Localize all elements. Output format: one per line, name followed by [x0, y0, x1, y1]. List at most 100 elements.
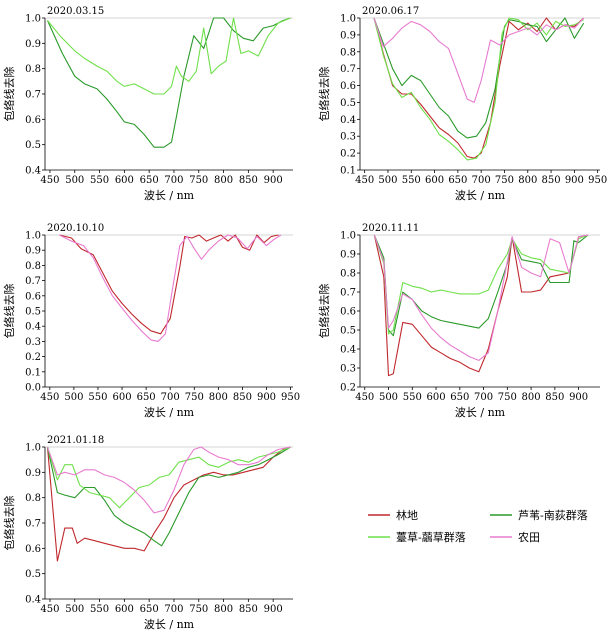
- x-tick-label: 700: [161, 392, 180, 403]
- x-tick-label: 750: [185, 392, 204, 403]
- y-tick-label: 0.9: [25, 468, 41, 479]
- x-tick-label: 750: [498, 392, 517, 403]
- x-tick-label: 500: [379, 392, 398, 403]
- x-tick-label: 450: [355, 175, 374, 186]
- y-tick-label: 0.4: [25, 595, 41, 606]
- x-axis-title: 波长 / nm: [144, 189, 195, 202]
- y-tick-label: 0.2: [340, 149, 356, 160]
- x-tick-label: 800: [522, 392, 541, 403]
- chart-panel-2: 450 500 550 600 650 700 750 800 850 900 950 0.1 0.2 0…: [317, 6, 607, 202]
- x-axis-title: 波长 / nm: [144, 618, 195, 631]
- series-line-sedge: [373, 17, 584, 161]
- x-tick-label: 650: [140, 604, 159, 615]
- series-line-sedge: [47, 17, 291, 95]
- y-tick-label: 0.4: [25, 166, 41, 177]
- x-tick-label: 900: [264, 604, 283, 615]
- y-tick-label: 0.7: [25, 276, 41, 287]
- y-tick-label: 0.5: [25, 307, 41, 318]
- y-tick-label: 0.2: [25, 352, 41, 363]
- x-tick-label: 500: [64, 392, 83, 403]
- x-tick-label: 850: [239, 175, 258, 186]
- x-axis-title: 波长 / nm: [455, 406, 506, 419]
- y-tick-label: 0.8: [25, 64, 41, 75]
- y-tick-label: 0.6: [340, 81, 356, 92]
- y-tick-label: 0.5: [25, 569, 41, 580]
- y-tick-label: 0.7: [340, 288, 356, 299]
- x-tick-label: 750: [189, 175, 208, 186]
- x-tick-label: 650: [140, 175, 159, 186]
- y-tick-label: 0.3: [340, 364, 356, 375]
- y-tick-label: 1.0: [25, 14, 41, 25]
- y-tick-label: 0.7: [340, 64, 356, 75]
- y-tick-label: 0.5: [340, 98, 356, 109]
- x-tick-label: 450: [40, 392, 59, 403]
- x-tick-label: 800: [214, 604, 233, 615]
- y-tick-label: 1.0: [25, 443, 41, 454]
- x-tick-label: 600: [115, 604, 134, 615]
- x-tick-label: 450: [40, 175, 59, 186]
- y-tick-label: 0.8: [340, 47, 356, 58]
- y-tick-label: 1.0: [340, 231, 356, 242]
- y-axis-title: 包络线去除: [317, 67, 331, 122]
- x-tick-label: 750: [189, 604, 208, 615]
- y-tick-label: 1.0: [25, 231, 41, 242]
- x-axis-title: 波长 / nm: [144, 406, 195, 419]
- chart-panel-5: 450 500 550 600 650 700 750 800 850 900 0.4 0.5 0.6 0…: [2, 435, 293, 631]
- y-tick-label: 0.8: [25, 261, 41, 272]
- x-tick-label: 500: [378, 175, 397, 186]
- legend-label-sedge: 薹草-虉草群落: [396, 530, 466, 544]
- x-tick-label: 600: [425, 175, 444, 186]
- chart-panel-4: 450 500 550 600 650 700 750 800 850 900 0.2 0.3 0.4 0…: [317, 223, 600, 419]
- x-tick-label: 650: [450, 392, 469, 403]
- y-tick-label: 0.6: [25, 115, 41, 126]
- series-line-reed: [46, 446, 291, 547]
- x-tick-label: 550: [88, 392, 107, 403]
- x-tick-label: 900: [257, 392, 276, 403]
- y-tick-label: 0.6: [25, 544, 41, 555]
- y-tick-label: 0.9: [25, 246, 41, 257]
- x-tick-label: 600: [426, 392, 445, 403]
- x-tick-label: 950: [588, 175, 607, 186]
- series-line-forest: [373, 234, 589, 377]
- x-tick-label: 550: [90, 175, 109, 186]
- x-axis-title: 波长 / nm: [455, 189, 506, 202]
- x-tick-label: 600: [113, 392, 132, 403]
- y-tick-label: 0.2: [340, 383, 356, 394]
- x-tick-label: 550: [403, 392, 422, 403]
- x-tick-label: 700: [164, 604, 183, 615]
- series-line-reed: [373, 234, 589, 337]
- y-tick-label: 0.8: [340, 269, 356, 280]
- y-tick-label: 0.0: [25, 383, 41, 394]
- x-tick-label: 700: [472, 175, 491, 186]
- y-tick-label: 0.1: [340, 166, 356, 177]
- y-tick-label: 0.9: [340, 30, 356, 41]
- chart-panel-1: 450 500 550 600 650 700 750 800 850 900 0.4 0.5 0.6 0…: [2, 6, 293, 202]
- x-tick-label: 800: [518, 175, 537, 186]
- x-tick-label: 900: [264, 175, 283, 186]
- x-tick-label: 700: [164, 175, 183, 186]
- y-tick-label: 0.6: [340, 307, 356, 318]
- x-tick-label: 900: [565, 175, 584, 186]
- x-tick-label: 600: [115, 175, 134, 186]
- y-tick-label: 0.4: [340, 115, 356, 126]
- series-line-farmland: [46, 446, 291, 514]
- y-axis-title: 包络线去除: [2, 496, 16, 551]
- y-tick-label: 0.5: [340, 326, 356, 337]
- series-line-farmland: [59, 234, 282, 342]
- series-line-reed: [46, 17, 291, 148]
- x-tick-label: 850: [545, 392, 564, 403]
- y-axis-title: 包络线去除: [2, 284, 16, 339]
- y-tick-label: 0.4: [340, 345, 356, 356]
- legend-label-forest: 林地: [396, 508, 418, 522]
- chart-title: 2020.10.10: [47, 223, 104, 234]
- x-tick-label: 450: [40, 604, 59, 615]
- x-tick-label: 650: [137, 392, 156, 403]
- x-tick-label: 550: [402, 175, 421, 186]
- x-tick-label: 500: [65, 604, 84, 615]
- y-axis-title: 包络线去除: [2, 67, 16, 122]
- y-tick-label: 0.9: [340, 250, 356, 261]
- x-tick-label: 500: [65, 175, 84, 186]
- y-tick-label: 0.7: [25, 519, 41, 530]
- legend-label-reed: 芦苇-南荻群落: [518, 508, 588, 522]
